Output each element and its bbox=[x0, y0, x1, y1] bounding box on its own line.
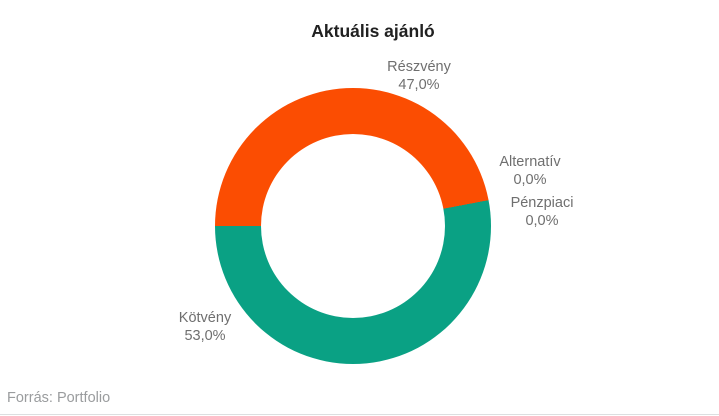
slice-label-name: Részvény bbox=[387, 59, 451, 75]
source-credit: Forrás: Portfolio bbox=[7, 390, 111, 406]
slice-label-alternativ: Alternatív 0,0% bbox=[499, 153, 560, 189]
slice-label-name: Alternatív bbox=[499, 154, 561, 170]
donut-hole bbox=[261, 134, 445, 318]
slice-label-penzpiaci: Pénzpiaci 0,0% bbox=[511, 194, 574, 230]
slice-label-value: 0,0% bbox=[513, 172, 547, 188]
slice-label-kotveny: Kötvény 53,0% bbox=[179, 309, 231, 345]
slice-label-reszveny: Részvény 47,0% bbox=[387, 58, 451, 94]
slice-label-name: Kötvény bbox=[178, 310, 232, 326]
slice-label-name: Pénzpiaci bbox=[510, 195, 574, 211]
slice-label-value: 53,0% bbox=[184, 328, 226, 344]
donut-pie[interactable] bbox=[215, 88, 491, 364]
slice-label-value: 47,0% bbox=[398, 77, 440, 93]
bottom-divider bbox=[0, 414, 719, 415]
chart-title: Aktuális ajánló bbox=[311, 21, 435, 41]
slice-label-value: 0,0% bbox=[525, 213, 559, 229]
